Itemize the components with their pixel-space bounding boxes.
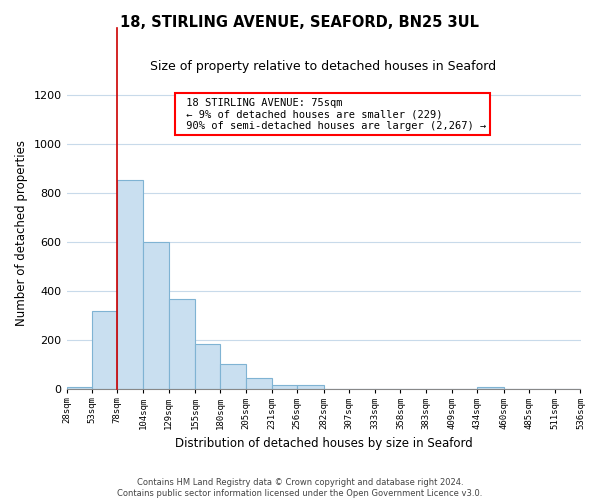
Bar [297,384,323,390]
Bar [478,386,503,390]
Y-axis label: Number of detached properties: Number of detached properties [15,140,28,326]
Text: 18 STIRLING AVENUE: 75sqm
 ← 9% of detached houses are smaller (229)
 90% of sem: 18 STIRLING AVENUE: 75sqm ← 9% of detach… [179,98,486,130]
Title: Size of property relative to detached houses in Seaford: Size of property relative to detached ho… [151,60,497,73]
Bar [143,242,169,390]
Bar [272,384,297,390]
Bar [169,298,195,390]
Text: 18, STIRLING AVENUE, SEAFORD, BN25 3UL: 18, STIRLING AVENUE, SEAFORD, BN25 3UL [121,15,479,30]
Bar [220,364,245,390]
Bar [92,311,117,390]
Bar [117,180,143,390]
Bar [245,378,272,390]
Text: Contains HM Land Registry data © Crown copyright and database right 2024.
Contai: Contains HM Land Registry data © Crown c… [118,478,482,498]
Bar [67,387,92,390]
Bar [195,344,220,390]
X-axis label: Distribution of detached houses by size in Seaford: Distribution of detached houses by size … [175,437,472,450]
Bar [323,388,349,390]
